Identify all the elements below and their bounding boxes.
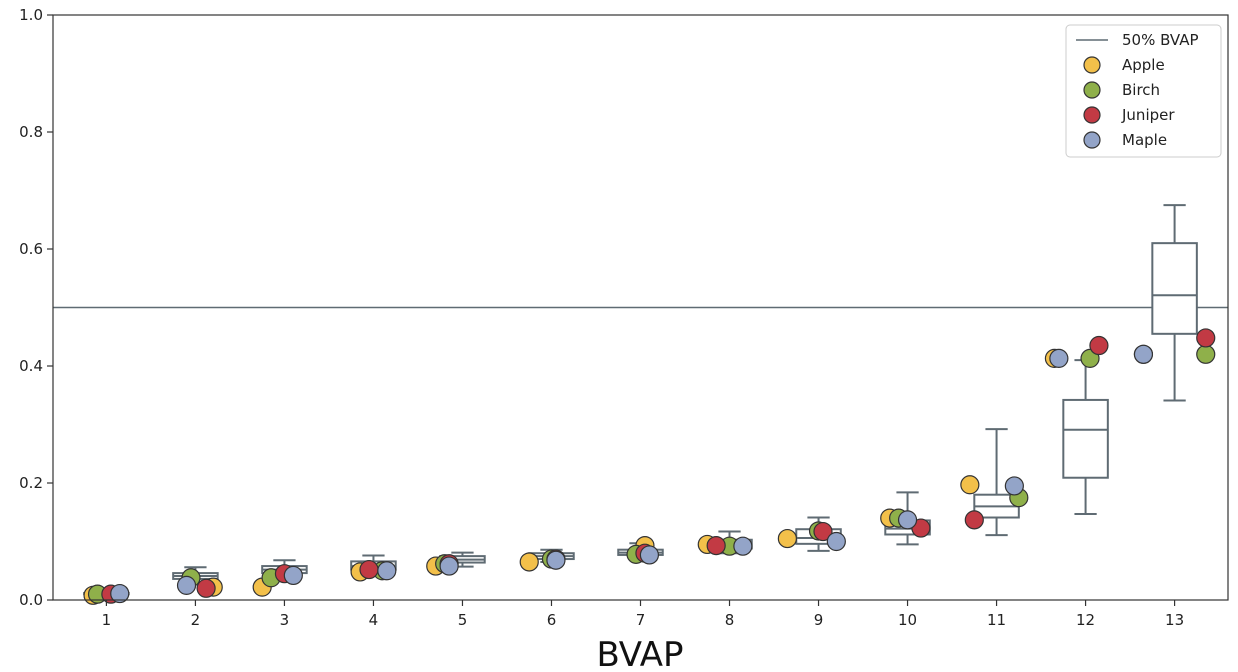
y-axis: 0.0 0.2 0.4 0.6 0.8 1.0 [19, 6, 53, 609]
point-apple-11 [960, 475, 980, 495]
point-maple-10 [897, 510, 918, 530]
x-tick-label: 7 [636, 611, 646, 629]
legend-marker-apple [1083, 56, 1101, 74]
legend-label-apple: Apple [1122, 56, 1165, 74]
point-juniper-4 [359, 559, 379, 580]
x-tick-label: 4 [369, 611, 379, 629]
point-juniper-11 [964, 510, 984, 530]
y-tick-label: 0.2 [19, 474, 43, 492]
series-maple [110, 344, 1154, 604]
point-maple-5 [439, 556, 459, 576]
x-tick-label: 2 [191, 611, 201, 629]
box-body [1062, 398, 1109, 479]
legend-label-reference: 50% BVAP [1122, 31, 1199, 49]
x-tick-label: 9 [814, 611, 824, 629]
point-maple-13 [1133, 344, 1154, 364]
x-tick-label: 3 [280, 611, 290, 629]
x-axis: 1 2 3 4 5 6 7 8 9 10 11 12 13 [102, 600, 1184, 629]
x-tick-label: 1 [102, 611, 112, 629]
box-12 [1062, 359, 1109, 516]
y-tick-label: 0.0 [19, 591, 43, 609]
y-tick-label: 0.4 [19, 357, 43, 375]
point-maple-1 [110, 583, 130, 604]
point-juniper-9 [813, 521, 833, 542]
box-body [1151, 242, 1198, 335]
point-juniper-13 [1196, 328, 1216, 348]
points-layer [83, 328, 1216, 605]
box-11 [973, 428, 1020, 537]
point-maple-2 [176, 575, 197, 595]
point-maple-9 [826, 531, 846, 552]
legend-marker-maple [1083, 131, 1101, 149]
x-tick-label: 11 [987, 611, 1006, 629]
point-maple-12 [1049, 348, 1069, 368]
legend-label-maple: Maple [1122, 131, 1167, 149]
x-tick-label: 6 [547, 611, 557, 629]
point-birch-13 [1196, 344, 1216, 364]
legend-box [1065, 24, 1222, 158]
point-maple-6 [546, 550, 566, 570]
point-apple-9 [777, 528, 797, 549]
point-juniper-12 [1089, 335, 1109, 356]
box-13 [1151, 204, 1198, 402]
legend-marker-juniper [1083, 106, 1101, 124]
point-apple-6 [519, 552, 539, 572]
y-tick-label: 0.8 [19, 123, 43, 141]
point-maple-3 [283, 565, 303, 586]
point-maple-7 [639, 545, 660, 565]
point-maple-11 [1004, 476, 1024, 496]
x-tick-label: 12 [1076, 611, 1095, 629]
y-tick-label: 0.6 [19, 240, 43, 258]
legend[interactable]: 50% BVAP Apple Birch Juniper Maple [1065, 24, 1222, 158]
x-axis-title: BVAP [596, 635, 683, 672]
legend-label-birch: Birch [1122, 81, 1160, 99]
legend-marker-birch [1083, 81, 1101, 99]
x-tick-label: 5 [458, 611, 468, 629]
x-tick-label: 8 [725, 611, 735, 629]
point-juniper-8 [706, 535, 726, 556]
point-juniper-2 [196, 578, 216, 598]
legend-label-juniper: Juniper [1121, 106, 1175, 124]
x-tick-label: 10 [898, 611, 917, 629]
x-tick-label: 13 [1165, 611, 1184, 629]
point-maple-4 [377, 561, 397, 581]
point-maple-8 [733, 536, 753, 556]
y-tick-label: 1.0 [19, 6, 43, 24]
